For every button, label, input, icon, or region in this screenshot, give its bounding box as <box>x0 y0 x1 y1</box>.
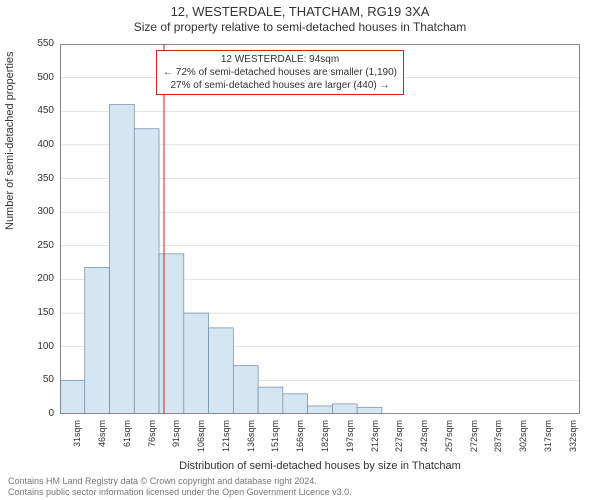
x-tick-label: 212sqm <box>370 420 380 452</box>
footer-line2: Contains public sector information licen… <box>8 487 352 498</box>
x-tick-label: 317sqm <box>543 420 553 452</box>
chart-container: 12, WESTERDALE, THATCHAM, RG19 3XA Size … <box>0 0 600 500</box>
x-tick-label: 46sqm <box>97 420 107 447</box>
x-tick-label: 61sqm <box>122 420 132 447</box>
y-tick-label: 500 <box>37 72 54 83</box>
plot-wrap: 12 WESTERDALE: 94sqm ← 72% of semi-detac… <box>60 44 580 414</box>
x-tick-label: 272sqm <box>469 420 479 452</box>
chart-subtitle: Size of property relative to semi-detach… <box>0 20 600 34</box>
y-tick-label: 50 <box>43 374 54 385</box>
y-tick-label: 350 <box>37 173 54 184</box>
y-axis-label: Number of semi-detached properties <box>4 51 16 230</box>
footer-line1: Contains HM Land Registry data © Crown c… <box>8 476 352 487</box>
y-tick-label: 250 <box>37 240 54 251</box>
y-tick-label: 400 <box>37 139 54 150</box>
title-block: 12, WESTERDALE, THATCHAM, RG19 3XA Size … <box>0 0 600 34</box>
annotation-box: 12 WESTERDALE: 94sqm ← 72% of semi-detac… <box>156 50 404 95</box>
x-tick-label: 227sqm <box>394 420 404 452</box>
x-tick-label: 166sqm <box>295 420 305 452</box>
x-tick-label: 151sqm <box>270 420 280 452</box>
y-tick-label: 300 <box>37 206 54 217</box>
annotation-line3: 27% of semi-detached houses are larger (… <box>163 79 397 92</box>
annotation-line2: ← 72% of semi-detached houses are smalle… <box>163 66 397 79</box>
x-tick-label: 332sqm <box>568 420 578 452</box>
x-tick-label: 136sqm <box>246 420 256 452</box>
x-tick-label: 242sqm <box>419 420 429 452</box>
x-tick-label: 106sqm <box>196 420 206 452</box>
x-axis-label: Distribution of semi-detached houses by … <box>60 460 580 472</box>
footer-attribution: Contains HM Land Registry data © Crown c… <box>8 476 352 498</box>
y-tick-label: 450 <box>37 105 54 116</box>
annotation-line1: 12 WESTERDALE: 94sqm <box>163 53 397 66</box>
x-tick-label: 121sqm <box>221 420 231 452</box>
x-tick-label: 182sqm <box>320 420 330 452</box>
y-tick-label: 100 <box>37 341 54 352</box>
x-tick-label: 287sqm <box>493 420 503 452</box>
x-tick-label: 91sqm <box>171 420 181 447</box>
x-tick-label: 197sqm <box>345 420 355 452</box>
x-tick-label: 257sqm <box>444 420 454 452</box>
x-tick-label: 31sqm <box>72 420 82 447</box>
x-tick-label: 76sqm <box>147 420 157 447</box>
plot-area <box>60 44 580 414</box>
y-tick-label: 200 <box>37 273 54 284</box>
chart-title: 12, WESTERDALE, THATCHAM, RG19 3XA <box>0 4 600 19</box>
y-tick-label: 0 <box>48 408 54 419</box>
x-tick-label: 302sqm <box>518 420 528 452</box>
y-tick-label: 150 <box>37 307 54 318</box>
y-tick-label: 550 <box>37 38 54 49</box>
